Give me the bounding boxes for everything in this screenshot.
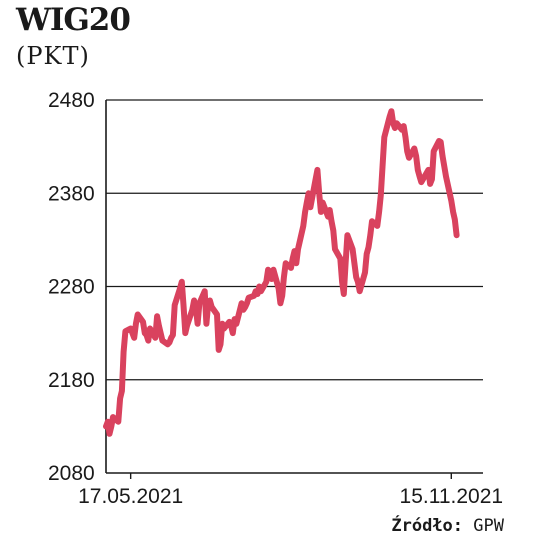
chart-subtitle: (PKT)	[16, 42, 90, 70]
y-tick-label-2180: 2180	[48, 369, 95, 392]
y-tick-label-2480: 2480	[48, 89, 95, 112]
y-tick-label-2380: 2380	[48, 182, 95, 205]
source-note: Źródło: GPW	[391, 516, 504, 536]
axes	[105, 100, 483, 479]
gridlines	[106, 99, 483, 381]
series-layer	[103, 108, 460, 437]
chart-title: WIG20	[16, 2, 131, 38]
source-value: GPW	[473, 516, 504, 536]
x-tick-label-15.11.2021: 15.11.2021	[400, 485, 504, 508]
y-tick-label-2080: 2080	[48, 462, 95, 485]
series-line-0	[103, 108, 460, 437]
source-label: Źródło:	[391, 516, 464, 536]
y-tick-label-2280: 2280	[48, 276, 95, 299]
x-tick-label-17.05.2021: 17.05.2021	[78, 485, 183, 508]
